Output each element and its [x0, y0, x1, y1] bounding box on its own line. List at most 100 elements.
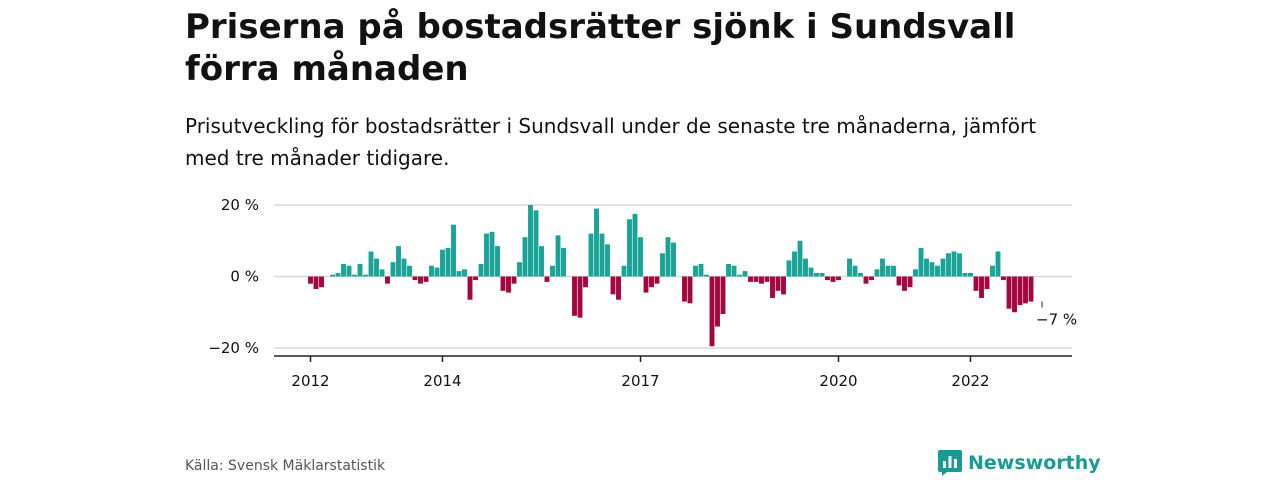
- bar: [737, 274, 742, 277]
- bar: [814, 272, 819, 277]
- bar: [797, 240, 803, 277]
- bar: [803, 258, 808, 277]
- bar: [847, 258, 852, 277]
- bar: [627, 219, 632, 277]
- bar: [522, 237, 528, 277]
- y-tick-label: −20 %: [208, 339, 259, 357]
- bar: [429, 265, 434, 277]
- bar: [665, 237, 671, 277]
- bar: [858, 272, 863, 277]
- bar: [473, 276, 478, 281]
- bar: [517, 262, 522, 277]
- bar: [638, 237, 643, 277]
- bar: [616, 276, 621, 300]
- bar: [918, 247, 924, 277]
- bar: [539, 246, 544, 277]
- bar: [610, 276, 616, 295]
- bar: [462, 269, 467, 277]
- bar: [577, 276, 583, 318]
- bar: [984, 276, 990, 290]
- bar: [808, 267, 814, 277]
- bar: [330, 274, 335, 277]
- brand-logo[interactable]: Newsworthy: [938, 448, 1101, 478]
- bar: [588, 233, 594, 277]
- bar: [726, 263, 731, 277]
- bar: [819, 272, 825, 277]
- x-tick-label: 2017: [621, 372, 659, 390]
- bar: [511, 276, 517, 284]
- bar: [379, 269, 385, 277]
- bar: [363, 274, 368, 277]
- bar: [896, 276, 902, 286]
- bar: [632, 213, 638, 277]
- bar: [605, 244, 610, 277]
- bar: [698, 263, 704, 277]
- source-note: Källa: Svensk Mäklarstatistik: [185, 458, 386, 474]
- bar: [390, 262, 396, 277]
- bar: [995, 251, 1001, 277]
- bar: [374, 258, 379, 277]
- bar: [775, 276, 781, 291]
- bar: [929, 262, 935, 277]
- bar: [830, 276, 836, 282]
- bar: [456, 271, 462, 277]
- bar: [654, 276, 660, 284]
- bar: [594, 208, 599, 277]
- x-tick-label: 2014: [423, 372, 461, 390]
- bar: [836, 276, 841, 281]
- bar: [957, 253, 962, 277]
- bar: [506, 276, 511, 293]
- bar: [489, 231, 495, 277]
- bar: [979, 276, 984, 298]
- x-tick-label: 2020: [819, 372, 857, 390]
- bar: [572, 276, 577, 316]
- bar: [913, 269, 918, 277]
- bar: [313, 276, 319, 290]
- bar: [495, 246, 500, 277]
- bar: [396, 246, 401, 277]
- bar: [924, 258, 929, 277]
- x-tick-label: 2012: [291, 372, 329, 390]
- bar: [973, 276, 979, 291]
- bar: [764, 276, 770, 282]
- bar: [500, 276, 506, 291]
- bar: [748, 276, 753, 282]
- brand-name: Newsworthy: [968, 452, 1101, 474]
- y-tick-label: 20 %: [221, 196, 259, 214]
- bar: [792, 251, 797, 277]
- bar: [940, 258, 946, 277]
- bar: [742, 271, 748, 277]
- bar: [671, 242, 676, 277]
- bar: [786, 260, 792, 277]
- bar: [1028, 276, 1034, 302]
- bar: [682, 276, 687, 302]
- bar: [687, 276, 693, 304]
- newsworthy-logo-icon: [938, 450, 962, 476]
- bar: [412, 276, 418, 281]
- bar: [968, 272, 973, 277]
- bar: [907, 276, 913, 288]
- y-tick-label: 0 %: [230, 268, 259, 286]
- bar: [731, 265, 737, 277]
- bar: [346, 265, 352, 277]
- bar: [555, 235, 561, 277]
- bar: [341, 263, 346, 277]
- bar: [709, 276, 715, 347]
- bar: [401, 258, 407, 277]
- bar: [643, 276, 649, 293]
- bar: [478, 263, 484, 277]
- bar: [660, 253, 665, 277]
- bar: [951, 251, 957, 277]
- bar: [385, 276, 390, 284]
- x-tick-label: 2022: [951, 372, 989, 390]
- bar: [880, 258, 885, 277]
- bar: [440, 249, 445, 277]
- bar: [770, 276, 775, 298]
- bar: [891, 265, 896, 277]
- bar: [445, 247, 451, 277]
- bar: [1023, 276, 1028, 304]
- bar: [693, 265, 698, 277]
- bar: [1017, 276, 1023, 306]
- bar: [599, 233, 605, 277]
